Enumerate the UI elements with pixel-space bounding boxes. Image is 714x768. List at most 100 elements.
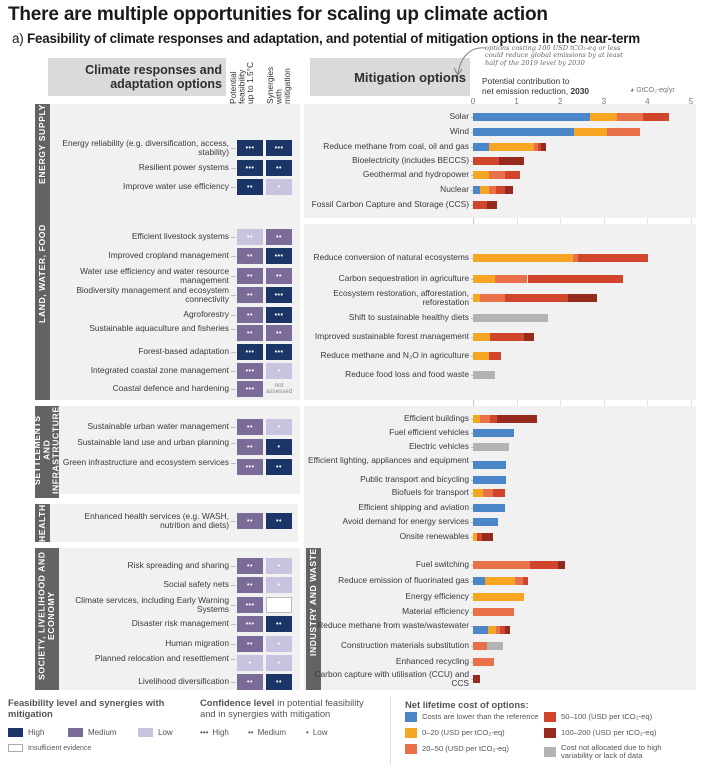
legend-label: High	[212, 728, 229, 737]
mitigation-option-label: Biofuels for transport	[391, 487, 478, 497]
cost-legend-item-c100_200: 100–200 (USD per tCO₂-eq)	[544, 728, 656, 738]
feasibility-cell: ••	[237, 674, 263, 690]
bar-segment-c20_50	[496, 626, 501, 634]
legend-confidence-low: • Low	[306, 728, 328, 737]
cost-swatch	[544, 728, 556, 738]
feasibility-cell: ••	[237, 229, 263, 245]
cost-swatch	[544, 712, 556, 722]
feasibility-cell: ••	[237, 179, 263, 195]
bar-segment-c0_20	[473, 294, 481, 302]
cost-legend-title: Net lifetime cost of options:	[405, 699, 529, 710]
bar-segment-c0_20	[473, 593, 524, 601]
synergy-cell: •	[266, 655, 292, 671]
mitigation-option-label: Energy efficiency	[405, 591, 477, 601]
mitigation-sector-panel	[304, 548, 696, 690]
bar-segment-c20_50	[473, 608, 515, 616]
synergy-cell: •	[266, 439, 292, 455]
mitigation-option-label: Reduce methane and N₂O in agriculture	[320, 350, 477, 360]
cost-legend-item-c50_100: 50–100 (USD per tCO₂-eq)	[544, 712, 652, 722]
bar-segment-neg	[473, 143, 489, 151]
bar-segment-c50_100	[476, 533, 483, 541]
feasibility-cell: •••	[237, 344, 263, 360]
cost-legend-label: 50–100 (USD per tCO₂-eq)	[561, 712, 653, 721]
synergy-cell: ••	[266, 325, 292, 341]
adaptation-option-label: Risk spreading and sharing	[54, 561, 236, 570]
feasibility-cell: ••	[237, 636, 263, 652]
axis-title-line2: net emission reduction,	[482, 86, 571, 96]
bar-segment-neg	[473, 577, 485, 585]
synergy-cell	[266, 597, 292, 613]
adaptation-option-label: Agroforestry	[54, 310, 236, 319]
bar-segment-c20_50	[533, 143, 538, 151]
legend-feasibility-low: Low	[138, 728, 173, 737]
synergy-cell: •••	[266, 248, 292, 264]
bar-segment-c50_100	[489, 415, 498, 423]
bar-segment-neg	[473, 518, 499, 526]
bar-segment-c0_20	[473, 275, 496, 283]
feasibility-cell: ••	[237, 268, 263, 284]
adaptation-header: Climate responses and adaptation options	[48, 58, 226, 96]
bar-segment-c20_50	[573, 254, 578, 262]
page-title: There are multiple opportunities for sca…	[8, 4, 548, 25]
bar-segment-c20_50	[607, 128, 641, 136]
mitigation-option-label: Geothermal and hydropower	[362, 169, 478, 179]
panel-subtitle: a) Feasibility of climate responses and …	[12, 31, 640, 46]
dots-icon: ••	[248, 728, 254, 737]
mitigation-option-label: Electric vehicles	[408, 441, 478, 451]
feasibility-cell: •••	[237, 381, 263, 397]
mitigation-option-label: Reduce food loss and food waste	[345, 369, 477, 379]
bar-segment-na	[473, 443, 510, 451]
synergy-cell: •	[266, 419, 292, 435]
bar-segment-c100_200	[497, 415, 538, 423]
synergy-cell: ••	[266, 160, 292, 176]
mitigation-option-label: Wind	[449, 126, 478, 136]
bar-segment-c0_20	[484, 577, 516, 585]
mitigation-option-label: Fossil Carbon Capture and Storage (CCS)	[311, 199, 478, 209]
adaptation-option-label: Coastal defence and hardening	[54, 384, 236, 393]
dots-icon: •••	[200, 728, 209, 737]
sector-tab-label: SETTLEMENTS AND INFRASTRUCTURE	[32, 406, 61, 498]
bar-segment-c50_100	[473, 201, 487, 209]
synergy-cell: ••	[266, 268, 292, 284]
adaptation-option-label: Enhanced health services (e.g. WASH, nut…	[54, 512, 236, 530]
bar-segment-c100_200	[541, 143, 547, 151]
mitigation-option-label: Carbon capture with utilisation (CCU) an…	[304, 670, 477, 688]
legend-feasibility-medium: Medium	[68, 728, 116, 737]
bar-segment-c50_100	[529, 561, 558, 569]
bar-segment-c20_50	[473, 561, 530, 569]
synergies-column-header: Synergies with mitigation	[265, 66, 292, 104]
mitigation-option-label: Enhanced recycling	[395, 656, 478, 666]
subtitle-text: Feasibility of climate responses and ada…	[27, 31, 640, 46]
bar-segment-neg	[473, 113, 591, 121]
confidence-title-bold: Confidence level	[200, 697, 275, 708]
feasibility-cell: •••	[237, 160, 263, 176]
mitigation-option-label: Public transport and bicycling	[360, 474, 477, 484]
sector-tab-label: LAND, WATER, FOOD	[35, 224, 50, 400]
axis-unit-label: GtCO₂-eq/yr	[636, 87, 675, 94]
feasibility-cell: ••	[237, 577, 263, 593]
cost-legend-label: 0–20 (USD per tCO₂-eq)	[422, 728, 505, 737]
feasibility-cell: ••	[237, 248, 263, 264]
bar-segment-c20_50	[488, 186, 497, 194]
bar-segment-neg	[473, 128, 575, 136]
axis-title-year: 2030	[570, 86, 590, 96]
cost-swatch	[405, 744, 417, 754]
bar-segment-c0_20	[473, 333, 491, 341]
bar-segment-neg	[473, 476, 506, 484]
synergy-cell: •	[266, 577, 292, 593]
adaptation-option-label: Human migration	[54, 639, 236, 648]
bar-segment-c50_100	[473, 157, 499, 165]
x-tick-label: 0	[470, 97, 476, 106]
cost-swatch	[405, 712, 417, 722]
bar-segment-c20_50	[480, 294, 506, 302]
annotation-note: options costing 100 USD tCO₂-eq or less …	[485, 44, 623, 67]
adaptation-option-label: Improve water use efficiency	[54, 182, 236, 191]
bar-segment-c100_200	[568, 294, 597, 302]
feasibility-cell: ••	[237, 439, 263, 455]
synergy-cell: ••	[266, 513, 292, 529]
mitigation-option-label: Reduce conversion of natural ecosystems	[313, 252, 478, 262]
adaptation-option-label: Water use efficiency and water resource …	[54, 267, 236, 285]
dots-icon: •	[306, 728, 309, 737]
feasibility-column-header: Potential feasibility up to 1.5°C	[228, 62, 255, 104]
cost-swatch	[405, 728, 417, 738]
